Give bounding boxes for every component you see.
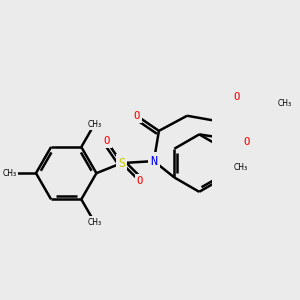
Text: CH₃: CH₃ [3, 169, 17, 178]
Text: O: O [103, 136, 109, 146]
Text: CH₃: CH₃ [234, 163, 248, 172]
Text: O: O [134, 111, 140, 121]
Text: O: O [243, 136, 250, 147]
Text: S: S [118, 157, 125, 169]
Text: O: O [234, 92, 240, 102]
Text: CH₃: CH₃ [87, 120, 101, 129]
Text: O: O [136, 176, 143, 186]
Text: CH₃: CH₃ [87, 218, 101, 226]
Text: CH₃: CH₃ [278, 99, 292, 108]
Text: N: N [150, 154, 158, 168]
